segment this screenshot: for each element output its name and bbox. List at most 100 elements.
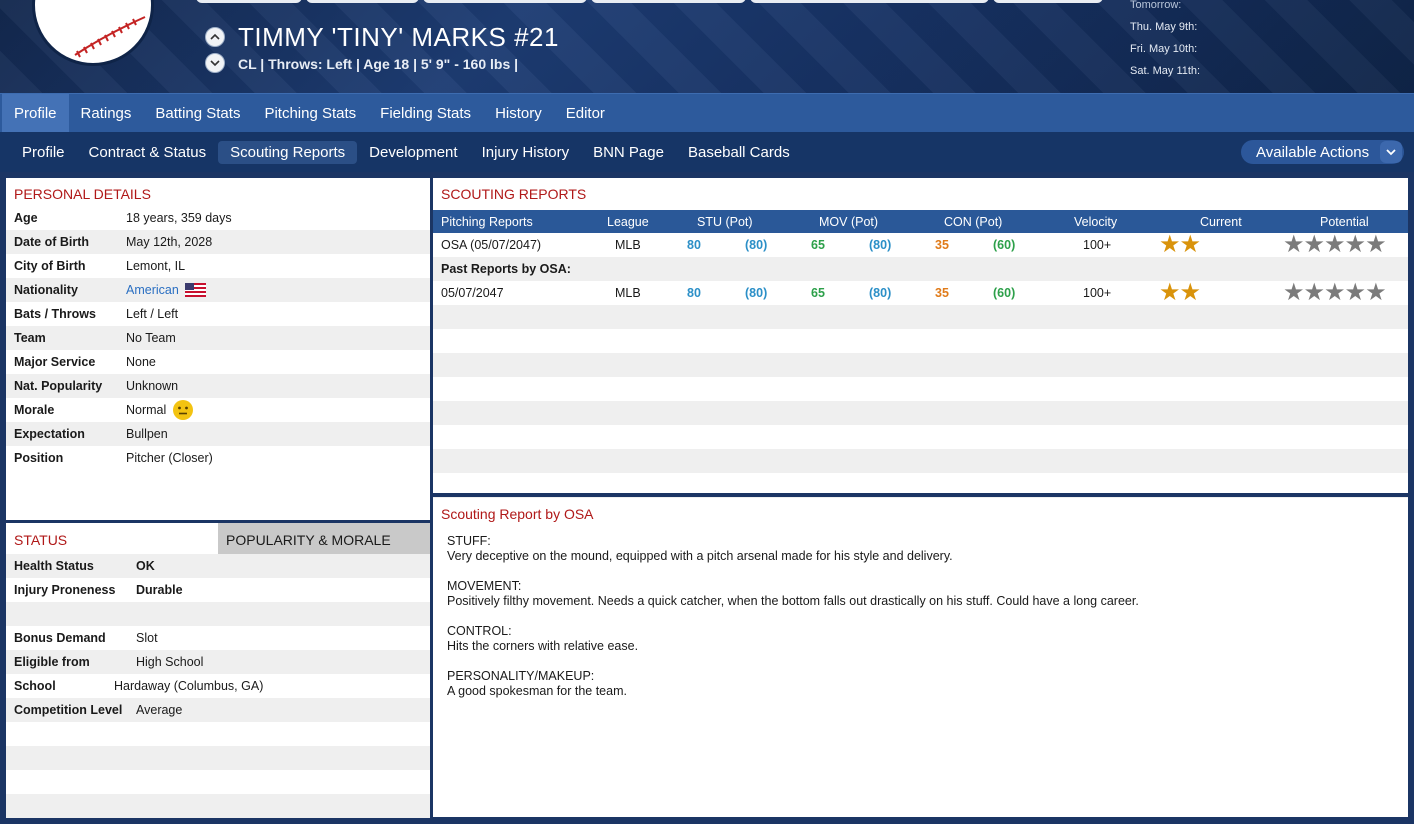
tab-profile[interactable]: Profile (2, 94, 69, 132)
detail-label: Nat. Popularity (14, 379, 103, 393)
player-name: TIMMY 'TINY' MARKS #21 (238, 22, 559, 52)
top-tab[interactable] (196, 0, 302, 3)
available-actions-dropdown[interactable]: Available Actions (1241, 140, 1404, 164)
detail-label: Team (14, 331, 46, 345)
tab-popularity-morale[interactable]: POPULARITY & MORALE (218, 523, 430, 554)
schedule-day: Fri. May 10th: (1130, 43, 1198, 55)
tab-ratings[interactable]: Ratings (80, 104, 132, 122)
status-value: Hardaway (Columbus, GA) (114, 679, 264, 693)
league: MLB (615, 238, 641, 252)
scouting-report-title: Scouting Report by OSA (441, 506, 594, 522)
subtab-contract-status[interactable]: Contract & Status (88, 143, 207, 161)
control-potential: (60) (993, 286, 1016, 300)
column-header[interactable]: STU (Pot) (697, 214, 753, 229)
empty-row (433, 473, 1408, 497)
column-header[interactable]: League (607, 214, 649, 229)
scouting-reports-table: Pitching Reports League STU (Pot) MOV (P… (433, 210, 1408, 521)
top-tab-strip (196, 0, 1103, 4)
subtab-scouting-reports[interactable]: Scouting Reports (218, 140, 358, 164)
top-tab[interactable] (306, 0, 419, 3)
top-tab[interactable] (591, 0, 746, 3)
detail-row: Morale Normal (6, 398, 430, 422)
tab-status[interactable]: STATUS (14, 532, 68, 548)
main-nav: Profile Ratings Batting Stats Pitching S… (0, 93, 1414, 132)
column-header[interactable]: Pitching Reports (441, 214, 533, 229)
detail-row: City of Birth Lemont, IL (6, 254, 430, 278)
top-tab[interactable] (423, 0, 587, 3)
movement-potential: (80) (869, 238, 892, 252)
detail-label: Major Service (14, 355, 96, 369)
status-value: Average (136, 703, 183, 717)
neutral-face-icon (173, 400, 194, 420)
status-row: Bonus Demand Slot (6, 626, 430, 650)
tab-batting-stats[interactable]: Batting Stats (155, 104, 241, 122)
detail-label: Position (14, 451, 64, 465)
column-header[interactable]: Potential (1320, 214, 1369, 229)
control-rating: 35 (935, 286, 949, 300)
tab-pitching-stats[interactable]: Pitching Stats (264, 104, 357, 122)
health-status-value: OK (136, 559, 155, 573)
velocity: 100+ (1083, 286, 1112, 300)
tab-fielding-stats[interactable]: Fielding Stats (380, 104, 472, 122)
subtab-profile[interactable]: Profile (22, 143, 65, 161)
nationality-link[interactable]: American (126, 283, 179, 297)
detail-label: City of Birth (14, 259, 86, 273)
empty-row (433, 449, 1408, 473)
status-value: Slot (136, 631, 158, 645)
stuff-potential: (80) (745, 286, 768, 300)
subtab-baseball-cards[interactable]: Baseball Cards (687, 143, 790, 161)
detail-row: Bats / Throws Left / Left (6, 302, 430, 326)
empty-row (433, 305, 1408, 329)
subtab-injury-history[interactable]: Injury History (481, 143, 570, 161)
table-row[interactable]: OSA (05/07/2047) MLB 80 (80) 65 (80) 35 … (433, 233, 1408, 257)
report-text: Positively filthy movement. Needs a quic… (447, 594, 1139, 608)
movement-rating: 65 (811, 286, 825, 300)
column-header[interactable]: CON (Pot) (944, 214, 1003, 229)
table-header: Pitching Reports League STU (Pot) MOV (P… (433, 210, 1408, 233)
velocity: 100+ (1083, 238, 1112, 252)
detail-label: Date of Birth (14, 235, 89, 249)
us-flag-icon (184, 283, 206, 297)
column-header[interactable]: Velocity (1074, 214, 1118, 229)
table-row: Past Reports by OSA: (433, 257, 1408, 281)
league: MLB (615, 286, 641, 300)
detail-label: Bats / Throws (14, 307, 96, 321)
stuff-potential: (80) (745, 238, 768, 252)
morale-value: Normal (126, 399, 194, 421)
detail-value: Lemont, IL (126, 259, 186, 273)
detail-row: Date of Birth May 12th, 2028 (6, 230, 430, 254)
subtab-bnn-page[interactable]: BNN Page (593, 143, 664, 161)
column-header[interactable]: Current (1200, 214, 1242, 229)
potential-star-rating: ★★★★★ (1283, 279, 1387, 306)
report-name: 05/07/2047 (441, 286, 504, 300)
control-potential: (60) (993, 238, 1016, 252)
personal-details-panel: PERSONAL DETAILS Age 18 years, 359 days … (6, 178, 430, 520)
tab-history[interactable]: History (495, 104, 542, 122)
report-heading: MOVEMENT: (447, 579, 522, 593)
top-tab[interactable] (750, 0, 989, 3)
next-player-button[interactable] (205, 53, 225, 73)
subtab-development[interactable]: Development (369, 143, 458, 161)
tab-popularity-morale-label: POPULARITY & MORALE (226, 532, 391, 548)
previous-player-button[interactable] (205, 27, 225, 47)
report-text: A good spokesman for the team. (447, 684, 627, 698)
schedule-day: Sat. May 11th: (1130, 65, 1201, 77)
detail-row: Age 18 years, 359 days (6, 206, 430, 230)
potential-star-rating: ★★★★★ (1283, 231, 1387, 258)
status-row: Eligible from High School (6, 650, 430, 674)
detail-label: Expectation (14, 427, 85, 441)
top-tab[interactable] (993, 0, 1103, 3)
table-row[interactable]: 05/07/2047 MLB 80 (80) 65 (80) 35 (60) 1… (433, 281, 1408, 305)
detail-value: Bullpen (126, 427, 168, 441)
detail-value: Unknown (126, 379, 179, 393)
detail-row: Nationality American (6, 278, 430, 302)
tab-editor[interactable]: Editor (565, 104, 605, 122)
detail-value: Normal (126, 403, 167, 417)
status-value: High School (136, 655, 204, 669)
stuff-rating: 80 (687, 238, 701, 252)
report-name: OSA (05/07/2047) (441, 238, 542, 252)
report-section-movement: MOVEMENT: Positively filthy movement. Ne… (447, 579, 1139, 609)
report-section-personality: PERSONALITY/MAKEUP: A good spokesman for… (447, 669, 1139, 699)
control-rating: 35 (935, 238, 949, 252)
column-header[interactable]: MOV (Pot) (819, 214, 879, 229)
